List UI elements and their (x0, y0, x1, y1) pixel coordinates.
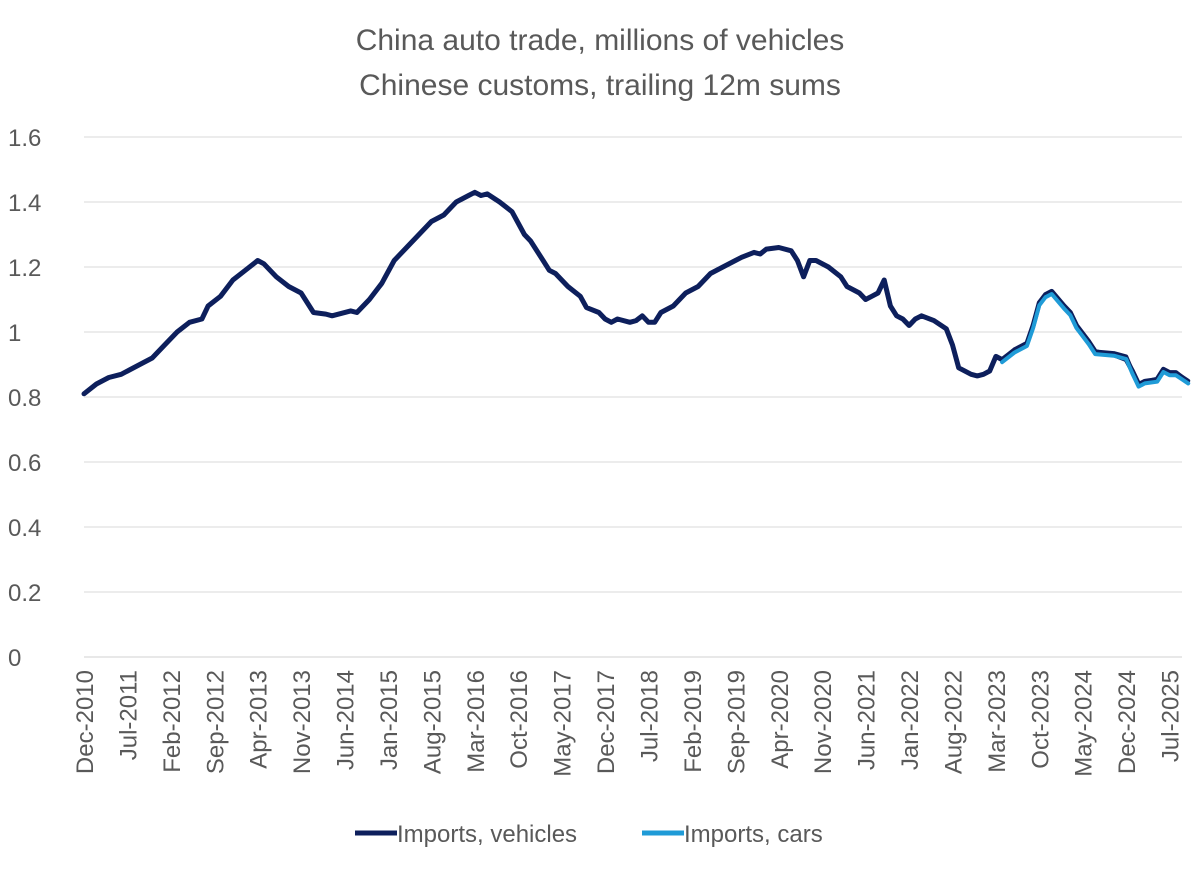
x-tick-label: Mar-2016 (463, 670, 490, 773)
x-tick-label: Jun-2021 (854, 670, 881, 770)
series-line-imports-vehicles (81, 189, 1185, 397)
gridlines (84, 136, 1182, 658)
x-tick-label: Feb-2019 (680, 670, 707, 773)
x-tick-label: Oct-2016 (506, 670, 533, 769)
x-tick-label: Nov-2020 (810, 670, 837, 774)
x-tick-label: Sep-2012 (202, 670, 229, 774)
y-tick-label: 1 (8, 320, 21, 347)
y-tick-label: 0.8 (8, 385, 41, 412)
x-tick-label: Jan-2015 (376, 670, 403, 770)
series-lines (81, 189, 1191, 397)
series-line-imports-cars (1000, 292, 1191, 389)
x-tick-label: Jun-2014 (333, 670, 360, 770)
legend-label-vehicles: Imports, vehicles (397, 821, 577, 848)
y-tick-label: 0 (8, 645, 21, 672)
y-tick-label: 0.2 (8, 580, 41, 607)
y-tick-label: 1.4 (8, 190, 41, 217)
x-tick-label: Nov-2013 (289, 670, 316, 774)
y-tick-label: 0.4 (8, 515, 41, 542)
x-tick-label: Apr-2013 (246, 670, 273, 769)
chart-title: China auto trade, millions of vehicles (356, 24, 845, 57)
x-tick-label: Aug-2015 (419, 670, 446, 774)
x-tick-label: Jan-2022 (897, 670, 924, 770)
x-tick-label: Jul-2018 (637, 670, 664, 762)
x-tick-label: Dec-2024 (1114, 670, 1141, 774)
x-tick-label: Feb-2012 (159, 670, 186, 773)
x-tick-label: Sep-2019 (723, 670, 750, 774)
chart-subtitle: Chinese customs, trailing 12m sums (359, 69, 841, 102)
legend-label-cars: Imports, cars (684, 821, 823, 848)
y-axis-ticks: 0 0.2 0.4 0.6 0.8 1 1.2 1.4 1.6 (8, 125, 41, 672)
y-tick-label: 1.6 (8, 125, 41, 152)
x-tick-label: Apr-2020 (767, 670, 794, 769)
x-tick-label: Jul-2025 (1158, 670, 1185, 762)
x-tick-label: Mar-2023 (984, 670, 1011, 773)
x-tick-label: Dec-2017 (593, 670, 620, 774)
x-tick-label: May-2024 (1071, 670, 1098, 777)
x-tick-label: Dec-2010 (72, 670, 99, 774)
y-tick-label: 1.2 (8, 255, 41, 282)
y-tick-label: 0.6 (8, 450, 41, 477)
x-tick-label: Aug-2022 (941, 670, 968, 774)
x-axis-ticks: Dec-2010 Jul-2011 Feb-2012 Sep-2012 Apr-2013… (72, 670, 1185, 777)
legend: Imports, vehicles Imports, cars (355, 821, 823, 848)
x-tick-label: Jul-2011 (115, 670, 142, 760)
x-tick-label: Oct-2023 (1027, 670, 1054, 769)
x-tick-label: May-2017 (550, 670, 577, 777)
